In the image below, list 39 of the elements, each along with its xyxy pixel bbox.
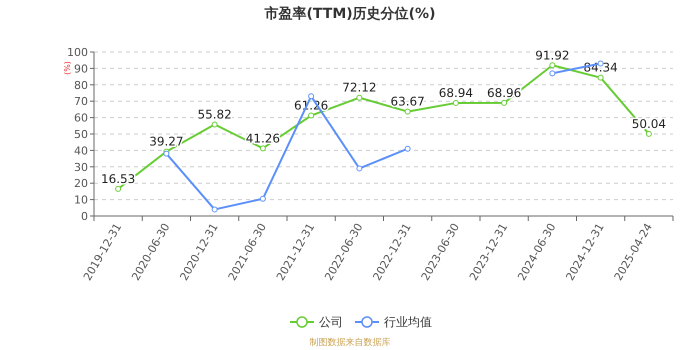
point <box>598 74 604 81</box>
point <box>308 93 314 100</box>
chart-title: 市盈率(TTM)历史分位(%) <box>264 5 436 22</box>
y-tick-label: 20 <box>74 177 88 190</box>
point <box>260 145 266 152</box>
y-tick-label: 40 <box>74 144 88 158</box>
y-tick-label: 10 <box>74 194 88 207</box>
data-label: 55.82 <box>197 107 232 122</box>
data-label: 68.94 <box>438 86 474 100</box>
y-tick-label: 30 <box>74 160 88 174</box>
y-tick-label: 90 <box>74 62 88 76</box>
data-label: 63.67 <box>390 94 425 109</box>
data-label: 72.12 <box>342 80 377 95</box>
y-tick-label: 80 <box>74 78 88 92</box>
point <box>549 62 556 68</box>
point <box>549 70 556 76</box>
point <box>452 100 459 106</box>
point <box>356 165 362 172</box>
point <box>212 206 218 212</box>
y-axis-title: (%) <box>63 61 72 75</box>
y-tick-label: 100 <box>67 46 88 59</box>
legend-label: 公司 <box>319 315 343 329</box>
point <box>308 112 314 119</box>
point <box>646 130 652 137</box>
point <box>404 108 411 115</box>
y-tick-label: 0 <box>81 210 88 223</box>
point <box>356 94 362 101</box>
text: 制图数据来自数据库 <box>310 337 390 348</box>
y-tick-label: 50 <box>74 128 88 141</box>
y-tick-label: 70 <box>74 95 88 108</box>
point <box>260 196 266 202</box>
data-label: 39.27 <box>149 134 184 149</box>
point <box>404 146 411 152</box>
point <box>501 100 508 106</box>
y-tick-label: 60 <box>74 112 88 125</box>
data-label: 91.92 <box>535 48 570 62</box>
point <box>212 121 218 128</box>
legend-label: 行业均值 <box>384 315 432 329</box>
point <box>115 186 122 192</box>
